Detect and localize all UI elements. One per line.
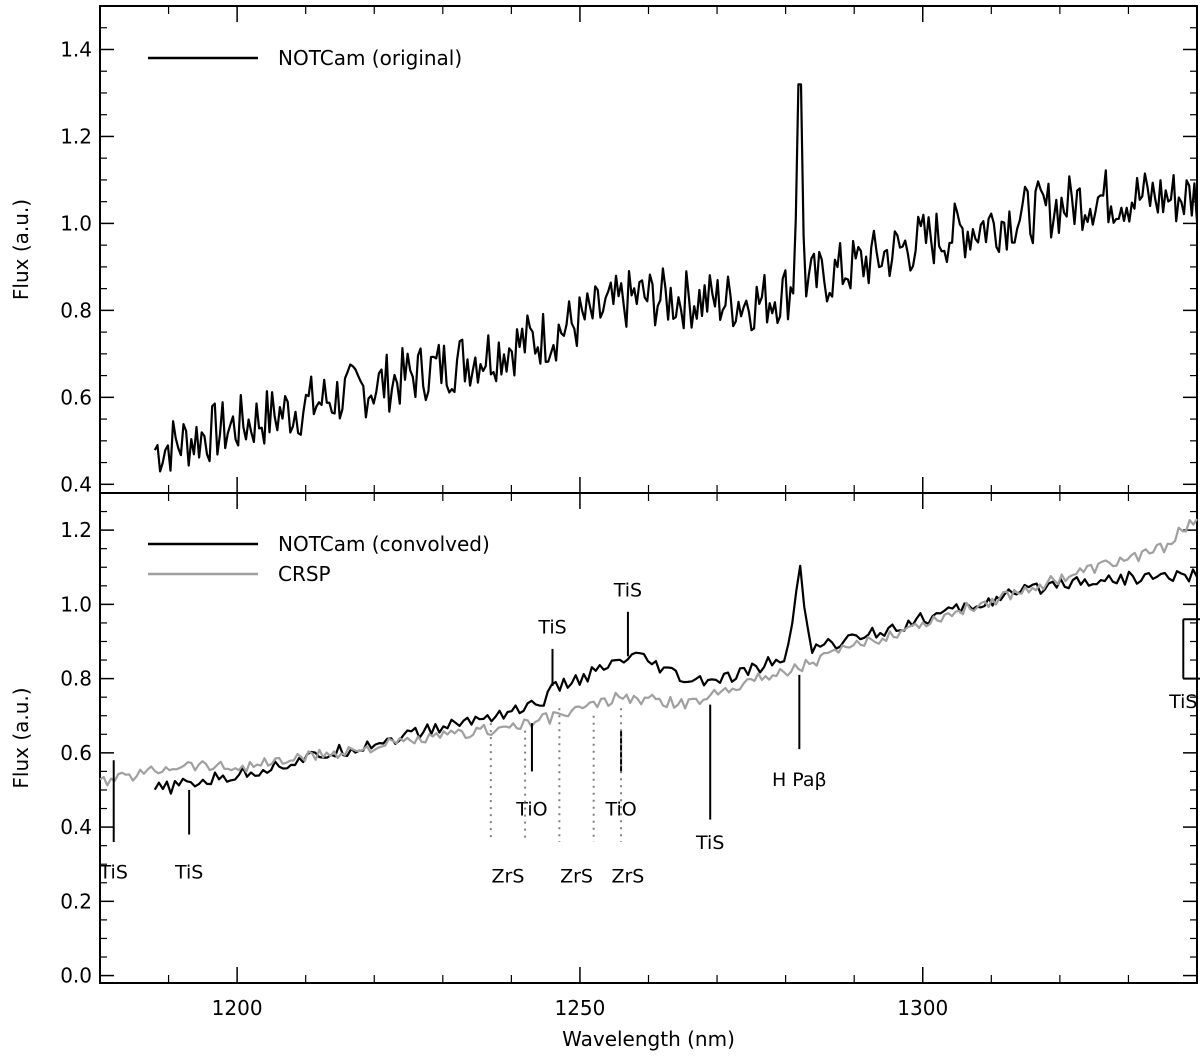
legend-label: CRSP: [278, 562, 331, 586]
feature-label: H Paβ: [772, 769, 827, 791]
feature-label: ZrS: [492, 865, 525, 887]
series-line-primary: [153, 564, 1198, 795]
x-tick-label: 1200: [212, 996, 263, 1020]
feature-label: ZrS: [611, 865, 644, 887]
feature-label: ZrS: [560, 865, 593, 887]
y-tick-label: 0.0: [60, 964, 92, 988]
y-tick-label: 0.4: [60, 815, 92, 839]
y-tick-label: 1.0: [60, 211, 92, 235]
y-tick-label: 1.2: [60, 124, 92, 148]
legend-label: NOTCam (original): [278, 46, 462, 70]
y-tick-label: 0.8: [60, 667, 92, 691]
feature-label: TiS: [99, 862, 128, 884]
y-axis-title: Flux (a.u.): [9, 687, 33, 788]
feature-label: TiO: [515, 799, 547, 821]
x-tick-label: 1300: [897, 996, 948, 1020]
series-line-primary: [153, 83, 1199, 473]
y-tick-label: 0.6: [60, 741, 92, 765]
x-tick-label: 1250: [554, 996, 605, 1020]
y-tick-label: 0.2: [60, 889, 92, 913]
y-tick-label: 1.2: [60, 518, 92, 542]
y-tick-label: 1.0: [60, 592, 92, 616]
bottom-panel: 0.0 0.2 0.4 0.6 0.8 1.0 1.2 1200 1250 1300 Flux (a…: [9, 492, 1200, 1051]
y-tick-label: 0.6: [60, 385, 92, 409]
plot-frame: [99, 492, 1198, 984]
legend-label: NOTCam (convolved): [278, 532, 490, 556]
feature-label: TiS: [537, 617, 566, 639]
y-tick-label: 1.4: [60, 37, 92, 61]
feature-label: TiS: [1168, 691, 1197, 713]
y-axis-title: Flux (a.u.): [9, 199, 33, 300]
feature-label: TiS: [174, 862, 203, 884]
feature-label: TiS: [613, 580, 642, 602]
y-tick-label: 0.8: [60, 298, 92, 322]
top-panel: 0.4 0.6 0.8 1.0 1.2 1.4 Flux (a.u.) NOTCam (ori…: [9, 5, 1199, 496]
feature-label: TiS: [695, 832, 724, 854]
y-tick-label: 0.4: [60, 472, 92, 496]
series-line-secondary: [99, 518, 1198, 787]
x-axis-title: Wavelength (nm): [562, 1027, 735, 1051]
feature-label: TiO: [604, 799, 636, 821]
